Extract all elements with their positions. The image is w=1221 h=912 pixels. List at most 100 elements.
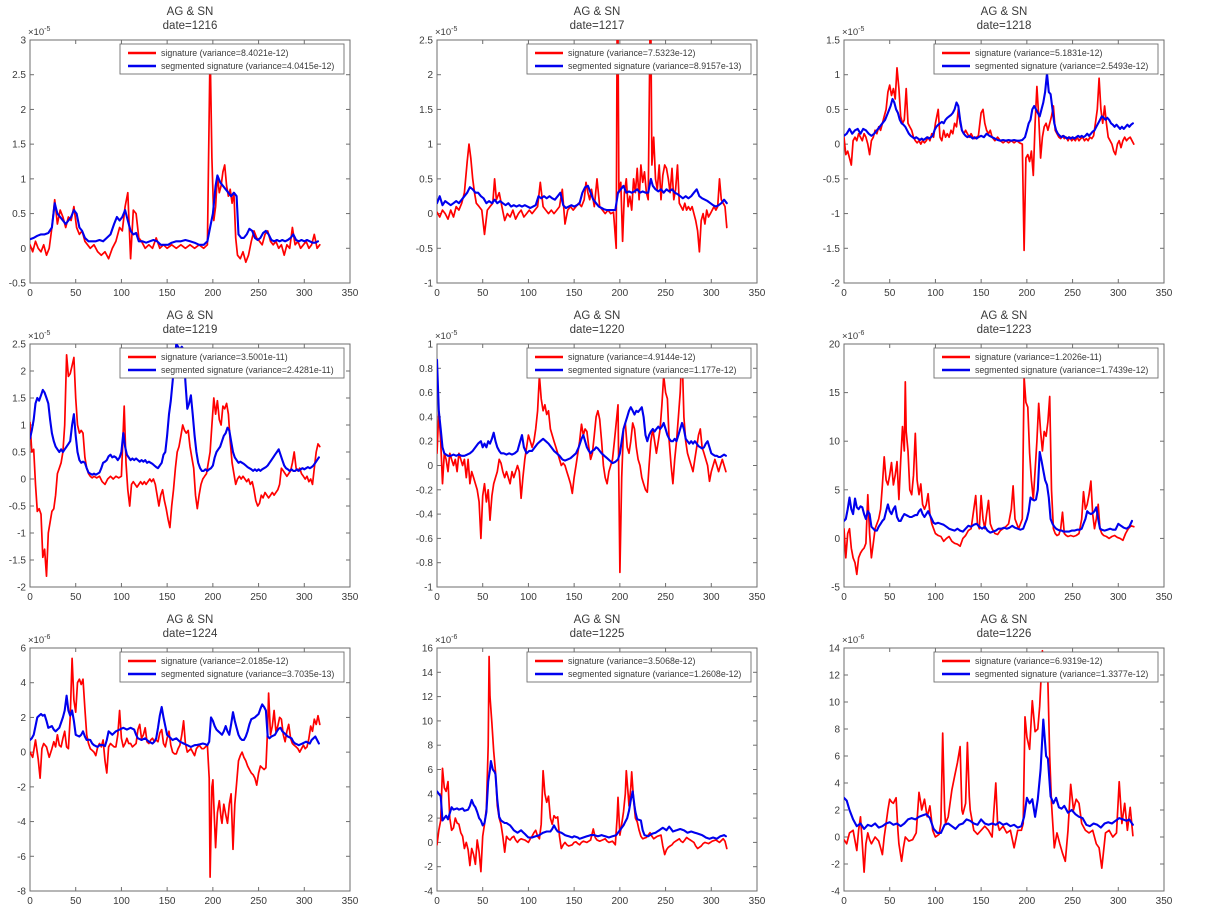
y-tick-label: 15	[829, 388, 841, 399]
y-tick-label: 1.5	[12, 394, 26, 405]
y-tick-label: -2	[831, 279, 840, 290]
signature-line	[30, 657, 321, 878]
legend-label: signature (variance=4.9144e-12)	[568, 352, 695, 362]
y-tick-label: 0	[834, 534, 840, 545]
x-tick-label: 150	[973, 592, 990, 603]
y-tick-label: -4	[831, 887, 840, 898]
y-tick-label: 2	[20, 367, 26, 378]
legend-label: segmented signature (variance=1.3377e-12…	[975, 669, 1148, 679]
x-tick-label: 100	[113, 896, 130, 907]
x-tick-label: 150	[973, 896, 990, 907]
y-tick-label: 2.5	[419, 36, 433, 47]
y-axis-exponent-label: ×10-6	[28, 634, 50, 646]
axes-box	[29, 647, 351, 892]
legend-label: signature (variance=6.9319e-12)	[975, 656, 1102, 666]
plot-subtitle: date=1225	[570, 628, 625, 640]
x-tick-label: 200	[1019, 288, 1036, 299]
x-tick-label: 0	[434, 288, 440, 299]
y-axis-exponent-label: ×10-5	[28, 330, 50, 342]
legend-box	[933, 43, 1159, 75]
x-tick-label: 100	[520, 288, 537, 299]
x-tick-label: 0	[434, 592, 440, 603]
x-tick-label: 200	[205, 592, 222, 603]
x-tick-label: 50	[477, 592, 489, 603]
y-tick-label: -0.5	[823, 174, 841, 185]
y-tick-label: 10	[422, 716, 434, 727]
x-tick-label: 250	[657, 288, 674, 299]
y-tick-label: 14	[829, 644, 841, 655]
x-tick-label: 100	[520, 896, 537, 907]
axes-box	[843, 39, 1165, 284]
y-tick-label: 0	[20, 244, 26, 255]
y-tick-label: 6	[20, 644, 26, 655]
x-tick-label: 350	[749, 896, 766, 907]
y-tick-label: 12	[829, 671, 841, 682]
y-tick-label: 4	[20, 678, 26, 689]
x-tick-label: 200	[612, 288, 629, 299]
y-tick-label: 10	[829, 698, 841, 709]
plot-subtitle: date=1223	[977, 324, 1032, 336]
x-tick-label: 300	[703, 592, 720, 603]
y-tick-label: -4	[17, 817, 26, 828]
y-tick-label: 1.5	[419, 105, 433, 116]
x-tick-label: 300	[1110, 592, 1127, 603]
y-tick-label: 2	[427, 70, 433, 81]
y-tick-label: 20	[829, 340, 841, 351]
x-tick-label: 350	[749, 592, 766, 603]
y-tick-label: 1.5	[826, 36, 840, 47]
x-tick-label: 250	[1064, 592, 1081, 603]
x-tick-label: 100	[113, 592, 130, 603]
x-tick-label: 300	[703, 896, 720, 907]
y-tick-label: 0	[834, 833, 840, 844]
signature-line	[844, 66, 1135, 252]
segmented-signature-line	[844, 450, 1134, 534]
legend-label: signature (variance=5.1831e-12)	[975, 48, 1102, 58]
subplot-date-1223: AG & SN date=1223 ×10-6 0 50 100 150 200 250 300 3…	[814, 304, 1221, 608]
y-tick-label: 0	[834, 140, 840, 151]
signature-line	[844, 649, 1134, 873]
segmented-signature-line	[844, 72, 1134, 142]
subplot-date-1217: AG & SN date=1217 ×10-5 0 50 100 150 200 250 300 3…	[407, 0, 814, 304]
y-tick-label: 12	[422, 692, 434, 703]
x-tick-label: 350	[1156, 896, 1173, 907]
legend-label: segmented signature (variance=1.177e-12)	[568, 365, 737, 375]
legend-label: signature (variance=1.2026e-11)	[975, 352, 1102, 362]
y-tick-label: 2	[20, 105, 26, 116]
signature-line	[30, 46, 321, 264]
axes-box	[436, 647, 758, 892]
y-tick-label: 1	[427, 140, 433, 151]
segmented-signature-line	[437, 759, 727, 840]
y-tick-label: 6	[834, 752, 840, 763]
plot-title: AG & SN	[981, 6, 1028, 18]
x-tick-label: 250	[657, 896, 674, 907]
y-tick-label: 1	[20, 174, 26, 185]
legend-box	[933, 651, 1159, 683]
y-axis-exponent-label: ×10-6	[842, 330, 864, 342]
x-tick-label: 200	[1019, 896, 1036, 907]
signature-line	[437, 655, 728, 873]
x-tick-label: 50	[477, 896, 489, 907]
x-tick-label: 300	[296, 896, 313, 907]
plot-title: AG & SN	[167, 6, 214, 18]
plot-title: AG & SN	[981, 614, 1028, 626]
axes-box	[29, 343, 351, 588]
plot-subtitle: date=1219	[163, 324, 218, 336]
axes-box	[436, 343, 758, 588]
y-tick-label: 8	[834, 725, 840, 736]
x-tick-label: 250	[657, 592, 674, 603]
y-axis-exponent-label: ×10-5	[842, 26, 864, 38]
x-tick-label: 300	[1110, 288, 1127, 299]
y-tick-label: -1	[17, 529, 26, 540]
x-tick-label: 200	[612, 896, 629, 907]
plot-subtitle: date=1220	[570, 324, 625, 336]
x-tick-label: 250	[250, 288, 267, 299]
y-tick-label: 1	[20, 421, 26, 432]
y-tick-label: 0.8	[419, 364, 433, 375]
y-tick-label: -0.6	[416, 534, 434, 545]
axes-box	[843, 343, 1165, 588]
plot-title: AG & SN	[574, 614, 621, 626]
x-tick-label: 350	[342, 288, 359, 299]
x-tick-label: 0	[27, 592, 33, 603]
